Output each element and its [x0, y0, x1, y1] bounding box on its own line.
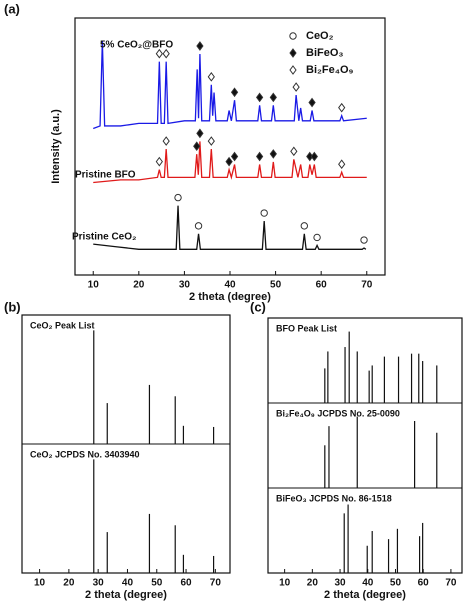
peak-marker [269, 92, 277, 103]
x-tick-label: 20 [307, 578, 319, 589]
subplot-title: CeO₂ Peak List [30, 320, 95, 330]
legend-symbol [289, 65, 297, 75]
x-tick-label: 60 [316, 280, 328, 291]
x-tick-label: 60 [418, 578, 430, 589]
xrd-curve [93, 205, 367, 250]
peak-marker [308, 97, 316, 108]
x-tick-label: 30 [334, 578, 346, 589]
plot-frame [267, 317, 463, 574]
y-axis-label: Intensity (a.u.) [50, 109, 62, 184]
x-tick-label: 60 [180, 578, 192, 589]
series-label: Pristine BFO [75, 170, 136, 181]
peak-marker [256, 151, 264, 162]
x-tick-label: 40 [122, 578, 134, 589]
peak-marker [196, 128, 204, 139]
x-tick-label: 50 [270, 280, 282, 291]
x-tick-label: 10 [34, 578, 46, 589]
x-axis-label: 2 theta (degree) [189, 291, 271, 303]
peak-marker [290, 146, 298, 157]
x-tick-label: 20 [63, 578, 75, 589]
peak-marker [338, 159, 346, 170]
subplot-title: BiFeO₃ JCPDS No. 86-1518 [276, 493, 392, 503]
peak-marker [174, 193, 182, 202]
peak-marker [260, 209, 268, 217]
subplot-title: BFO Peak List [276, 323, 337, 333]
x-tick-label: 50 [390, 578, 402, 589]
x-tick-label: 30 [93, 578, 105, 589]
x-tick-label: 70 [210, 578, 222, 589]
x-axis-label: 2 theta (degree) [324, 589, 406, 601]
x-tick-label: 30 [179, 280, 191, 291]
peak-marker [196, 41, 204, 51]
panel-label: (c) [250, 299, 266, 314]
legend-label: Bi₂Fe₄O₉ [306, 64, 354, 76]
xrd-curve [93, 41, 367, 130]
peak-marker [256, 92, 264, 103]
peak-marker [162, 48, 170, 59]
panel-label: (b) [4, 299, 21, 314]
peak-marker [193, 141, 201, 152]
peak-marker [300, 222, 309, 230]
x-tick-label: 40 [362, 578, 374, 589]
x-tick-label: 10 [279, 578, 291, 589]
x-tick-label: 70 [445, 578, 457, 589]
peak-marker [310, 151, 318, 162]
peak-marker [162, 136, 170, 146]
peak-marker [313, 233, 321, 242]
x-tick-label: 40 [224, 280, 236, 291]
subplot-title: CeO₂ JCPDS No. 3403940 [30, 449, 140, 459]
peak-marker [207, 71, 215, 82]
peak-marker [155, 48, 163, 59]
series-label: Pristine CeO₂ [72, 232, 136, 243]
legend-symbol [289, 48, 297, 58]
peak-marker [269, 149, 277, 159]
x-tick-label: 70 [361, 280, 373, 291]
peak-marker [155, 156, 163, 167]
peak-marker [230, 151, 239, 162]
subplot-title: Bi₂Fe₄O₉ JCPDS No. 25-0090 [276, 408, 400, 418]
x-tick-label: 50 [151, 578, 163, 589]
legend-label: CeO₂ [306, 30, 334, 42]
x-tick-label: 20 [133, 280, 145, 291]
panel-label: (a) [4, 1, 20, 16]
peak-marker [230, 87, 239, 98]
peak-marker [292, 82, 300, 92]
xrd-curve [93, 141, 367, 184]
x-tick-label: 10 [88, 280, 100, 291]
peak-marker [338, 102, 346, 113]
x-axis-label: 2 theta (degree) [85, 589, 167, 601]
peak-marker [194, 222, 203, 230]
peak-marker [225, 156, 233, 167]
legend-label: BiFeO₃ [306, 47, 343, 59]
peak-marker [360, 236, 368, 244]
peak-marker [207, 136, 215, 146]
series-label: 5% CeO₂@BFO [100, 40, 173, 51]
legend-symbol [289, 32, 297, 40]
